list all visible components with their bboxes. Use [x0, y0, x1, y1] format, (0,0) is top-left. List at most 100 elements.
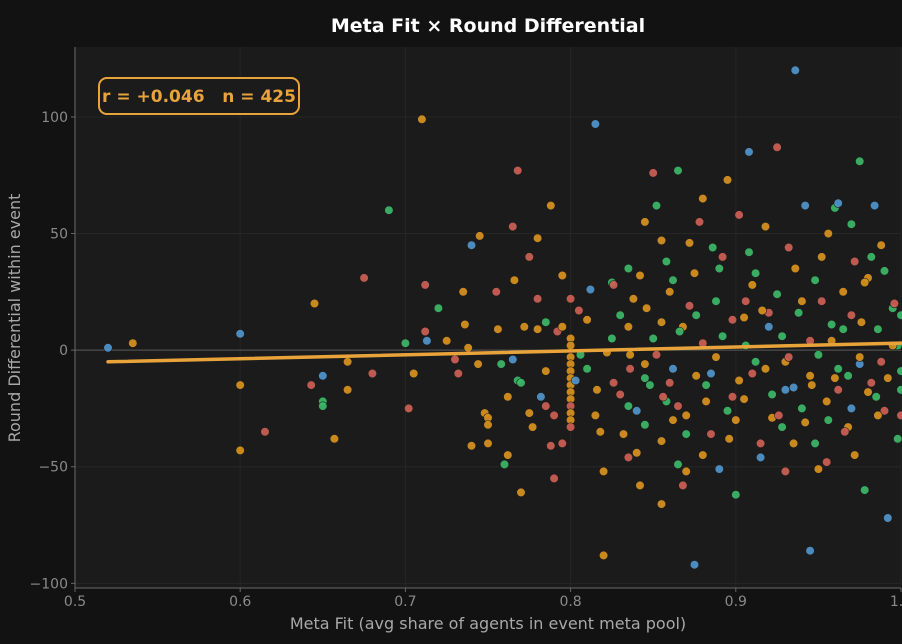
- data-point: [453, 368, 463, 379]
- data-point: [866, 378, 876, 388]
- data-point: [628, 294, 639, 304]
- data-point: [744, 147, 754, 157]
- data-point: [656, 235, 667, 246]
- y-tick-label: 100: [41, 110, 68, 126]
- data-point: [651, 350, 662, 360]
- data-point: [656, 317, 667, 327]
- data-point: [499, 459, 510, 470]
- data-point: [684, 301, 695, 311]
- data-point: [632, 448, 642, 458]
- data-point: [658, 392, 668, 402]
- data-point: [309, 298, 320, 309]
- y-tick-label: 0: [59, 343, 68, 359]
- data-point: [570, 375, 581, 386]
- data-point: [734, 210, 744, 220]
- data-point: [684, 238, 695, 248]
- data-point: [777, 422, 787, 432]
- data-point: [565, 422, 576, 432]
- data-point: [863, 387, 873, 397]
- data-point: [615, 310, 625, 320]
- data-point: [689, 268, 700, 278]
- data-point: [805, 371, 815, 381]
- data-point: [656, 436, 667, 446]
- data-point: [838, 287, 848, 297]
- data-point: [640, 217, 650, 227]
- data-point: [879, 406, 890, 416]
- data-point: [810, 438, 820, 449]
- data-point: [850, 256, 860, 267]
- data-point: [860, 277, 870, 288]
- data-point: [747, 280, 757, 290]
- data-point: [822, 396, 832, 407]
- data-point: [681, 410, 691, 421]
- data-point: [701, 380, 711, 390]
- correlation-annotation: r = +0.046 n = 425: [102, 87, 296, 107]
- data-point: [565, 294, 576, 304]
- data-point: [790, 65, 800, 75]
- data-point: [767, 389, 777, 400]
- data-point: [516, 378, 526, 388]
- data-point: [846, 219, 857, 229]
- data-point: [727, 315, 738, 325]
- data-point: [557, 438, 567, 449]
- data-point: [640, 420, 650, 430]
- data-point: [698, 194, 708, 204]
- data-point: [318, 401, 328, 411]
- data-point: [503, 450, 513, 460]
- data-point: [784, 352, 794, 362]
- data-point: [519, 322, 529, 332]
- data-point: [623, 452, 634, 463]
- data-point: [532, 294, 543, 304]
- data-point: [817, 296, 827, 306]
- data-point: [496, 359, 506, 369]
- data-point: [574, 305, 584, 316]
- data-point: [409, 368, 419, 379]
- data-point: [708, 242, 718, 253]
- data-point: [805, 546, 815, 556]
- data-point: [532, 324, 543, 334]
- data-point: [546, 201, 556, 211]
- data-point: [780, 385, 791, 395]
- x-tick-label: 0.9: [725, 594, 747, 610]
- data-point: [565, 340, 576, 351]
- y-tick-label: −50: [38, 460, 68, 476]
- data-point: [623, 401, 634, 411]
- data-point: [744, 247, 754, 257]
- x-tick-label: 0.8: [559, 594, 581, 610]
- data-point: [826, 319, 837, 330]
- data-point: [359, 273, 369, 283]
- data-point: [856, 317, 867, 327]
- x-tick-label: 1.0: [890, 594, 902, 610]
- data-point: [608, 378, 619, 388]
- data-point: [417, 114, 427, 124]
- data-point: [747, 368, 757, 379]
- x-tick-label: 0.7: [394, 594, 416, 610]
- data-point: [367, 368, 378, 379]
- data-point: [433, 303, 444, 313]
- data-point: [896, 310, 902, 320]
- data-point: [673, 459, 683, 470]
- data-point: [790, 263, 800, 274]
- data-point: [674, 326, 685, 337]
- data-point: [800, 417, 810, 428]
- data-point: [846, 403, 857, 414]
- data-point: [541, 317, 551, 327]
- data-point: [625, 350, 635, 360]
- data-point: [797, 403, 807, 414]
- data-point: [717, 252, 728, 262]
- data-point: [698, 450, 708, 460]
- data-point: [641, 303, 652, 313]
- data-point: [691, 310, 701, 320]
- data-point: [840, 427, 850, 437]
- data-point: [860, 485, 870, 495]
- data-point: [640, 373, 650, 383]
- data-point: [318, 371, 328, 381]
- data-point: [483, 420, 493, 430]
- data-point: [694, 217, 705, 227]
- data-point: [546, 441, 556, 451]
- data-point: [772, 142, 782, 152]
- data-point: [592, 385, 602, 395]
- data-point: [536, 392, 546, 402]
- data-point: [760, 364, 771, 374]
- data-point: [618, 429, 629, 439]
